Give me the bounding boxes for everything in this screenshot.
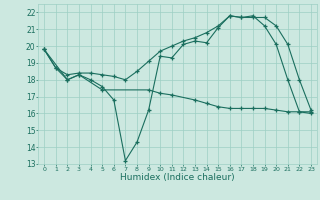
X-axis label: Humidex (Indice chaleur): Humidex (Indice chaleur) (120, 173, 235, 182)
